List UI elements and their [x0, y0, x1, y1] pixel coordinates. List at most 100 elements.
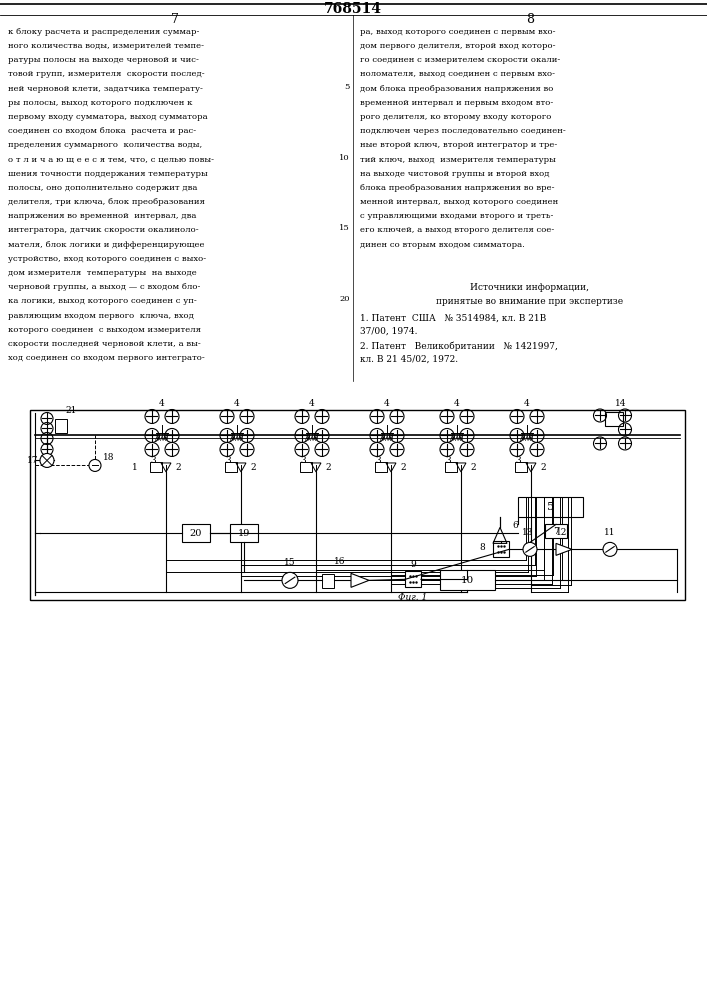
Text: 5: 5: [344, 83, 350, 91]
Text: соединен со входом блока  расчета и рас-: соединен со входом блока расчета и рас-: [8, 127, 196, 135]
Text: 4: 4: [454, 399, 460, 408]
Circle shape: [523, 542, 537, 556]
Text: 3: 3: [226, 456, 230, 465]
Text: подключен через последовательно соединен-: подключен через последовательно соединен…: [360, 127, 566, 135]
Text: ры полосы, выход которого подключен к: ры полосы, выход которого подключен к: [8, 99, 192, 107]
Text: скорости последней черновой клети, а вы-: скорости последней черновой клети, а вы-: [8, 340, 201, 348]
Text: ратуры полосы на выходе черновой и чис-: ратуры полосы на выходе черновой и чис-: [8, 56, 199, 64]
Text: 6: 6: [512, 521, 518, 530]
Text: делителя, три ключа, блок преобразования: делителя, три ключа, блок преобразования: [8, 198, 205, 206]
Text: 5: 5: [547, 502, 554, 512]
Text: 19: 19: [238, 529, 250, 538]
Text: 2. Патент   Великобритании   № 1421997,: 2. Патент Великобритании № 1421997,: [360, 341, 558, 351]
Text: 8: 8: [479, 543, 485, 552]
Bar: [230, 524, 258, 542]
Text: устройство, вход которого соединен с выхо-: устройство, вход которого соединен с вых…: [8, 255, 206, 263]
Text: 4: 4: [524, 399, 530, 408]
Text: с управляющими входами второго и треть-: с управляющими входами второго и треть-: [360, 212, 554, 220]
Bar: [515, 462, 527, 472]
Text: которого соединен  с выходом измерителя: которого соединен с выходом измерителя: [8, 326, 201, 334]
Text: 15: 15: [284, 558, 296, 567]
Text: кл. В 21 45/02, 1972.: кл. В 21 45/02, 1972.: [360, 355, 458, 364]
Text: пределения суммарного  количества воды,: пределения суммарного количества воды,: [8, 141, 202, 149]
Text: 15: 15: [339, 224, 350, 232]
Text: 20: 20: [189, 529, 202, 538]
Text: интегратора, датчик скорости окалиноло-: интегратора, датчик скорости окалиноло-: [8, 226, 199, 234]
Text: шения точности поддержания температуры: шения точности поддержания температуры: [8, 170, 208, 178]
Text: 1. Патент  США   № 3514984, кл. В 21В: 1. Патент США № 3514984, кл. В 21В: [360, 313, 547, 322]
Text: 4: 4: [234, 399, 240, 408]
Text: 17: 17: [28, 456, 39, 465]
Text: принятые во внимание при экспертизе: принятые во внимание при экспертизе: [436, 297, 624, 306]
Text: 2: 2: [175, 463, 180, 472]
Bar: [55, 419, 67, 433]
Text: временной интервал и первым входом вто-: временной интервал и первым входом вто-: [360, 99, 554, 107]
Text: 8: 8: [526, 13, 534, 26]
Text: 4: 4: [159, 399, 165, 408]
Text: его ключей, а выход второго делителя сое-: его ключей, а выход второго делителя сое…: [360, 226, 554, 234]
Text: полосы, оно дополнительно содержит два: полосы, оно дополнительно содержит два: [8, 184, 197, 192]
Text: 2: 2: [325, 463, 331, 472]
Text: 4: 4: [384, 399, 390, 408]
Text: 3: 3: [375, 456, 381, 465]
Text: менной интервал, выход которого соединен: менной интервал, выход которого соединен: [360, 198, 559, 206]
Text: дом измерителя  температуры  на выходе: дом измерителя температуры на выходе: [8, 269, 197, 277]
Text: черновой группы, а выход — с входом бло-: черновой группы, а выход — с входом бло-: [8, 283, 200, 291]
Bar: [405, 571, 421, 587]
Bar: [545, 524, 567, 538]
Circle shape: [603, 542, 617, 556]
Text: 3: 3: [515, 456, 521, 465]
Text: 2: 2: [540, 463, 546, 472]
Text: 37/00, 1974.: 37/00, 1974.: [360, 327, 418, 336]
Bar: [225, 462, 237, 472]
Text: 12: 12: [556, 528, 568, 537]
Text: Источники информации,: Источники информации,: [470, 283, 590, 292]
Circle shape: [40, 453, 54, 467]
Bar: [300, 462, 312, 472]
Text: блока преобразования напряжения во вре-: блока преобразования напряжения во вре-: [360, 184, 554, 192]
Bar: [322, 574, 334, 588]
Text: 3: 3: [445, 456, 451, 465]
Text: 2: 2: [470, 463, 476, 472]
Bar: [445, 462, 457, 472]
Text: 7: 7: [553, 527, 559, 536]
Text: 2: 2: [400, 463, 406, 472]
Bar: [150, 462, 162, 472]
Bar: [605, 412, 623, 426]
Text: ка логики, выход которого соединен с уп-: ка логики, выход которого соединен с уп-: [8, 297, 197, 305]
Circle shape: [89, 459, 101, 471]
Text: 10: 10: [339, 154, 350, 162]
Text: ход соединен со входом первого интеграто-: ход соединен со входом первого интеграто…: [8, 354, 205, 362]
Text: напряжения во временной  интервал, два: напряжения во временной интервал, два: [8, 212, 197, 220]
Text: равляющим входом первого  ключа, вход: равляющим входом первого ключа, вход: [8, 312, 194, 320]
Text: 18: 18: [103, 453, 115, 462]
Text: рого делителя, ко второму входу которого: рого делителя, ко второму входу которого: [360, 113, 551, 121]
Text: о т л и ч а ю щ е е с я тем, что, с целью повы-: о т л и ч а ю щ е е с я тем, что, с цель…: [8, 156, 214, 164]
Text: 7: 7: [171, 13, 179, 26]
Bar: [440, 570, 495, 590]
Bar: [375, 462, 387, 472]
Text: 11: 11: [604, 528, 616, 537]
Text: товой групп, измерителя  скорости послед-: товой групп, измерителя скорости послед-: [8, 70, 204, 78]
Bar: [493, 541, 509, 557]
Text: 3: 3: [150, 456, 156, 465]
Text: го соединен с измерителем скорости окали-: го соединен с измерителем скорости окали…: [360, 56, 560, 64]
Text: 13: 13: [522, 528, 534, 537]
Text: 21: 21: [65, 406, 76, 415]
Text: тий ключ, выход  измерителя температуры: тий ключ, выход измерителя температуры: [360, 156, 556, 164]
Text: ней черновой клети, задатчика температу-: ней черновой клети, задатчика температу-: [8, 85, 203, 93]
Text: ра, выход которого соединен с первым вхо-: ра, выход которого соединен с первым вхо…: [360, 28, 556, 36]
Bar: [30, 410, 685, 600]
Text: к блоку расчета и распределения суммар-: к блоку расчета и распределения суммар-: [8, 28, 199, 36]
Text: 10: 10: [461, 576, 474, 585]
Text: 2: 2: [250, 463, 256, 472]
Bar: [518, 497, 583, 517]
Bar: [182, 524, 210, 542]
Text: 1: 1: [132, 463, 138, 472]
Text: 3: 3: [300, 456, 306, 465]
Text: 14: 14: [615, 399, 626, 408]
Text: дом блока преобразования напряжения во: дом блока преобразования напряжения во: [360, 85, 554, 93]
Text: первому входу сумматора, выход сумматора: первому входу сумматора, выход сумматора: [8, 113, 208, 121]
Text: мателя, блок логики и дифференцирующее: мателя, блок логики и дифференцирующее: [8, 241, 204, 249]
Text: 9: 9: [410, 560, 416, 569]
